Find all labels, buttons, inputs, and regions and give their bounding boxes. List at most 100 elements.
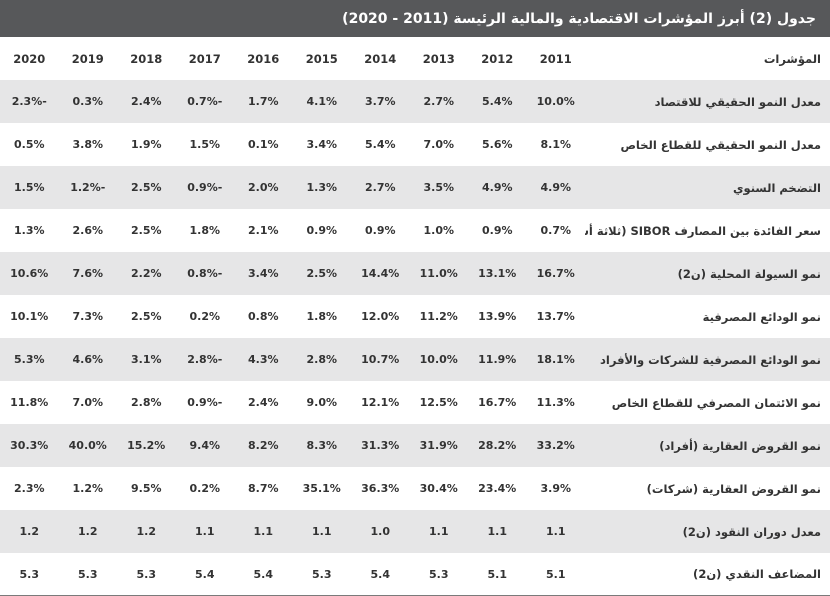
row-label: نمو الائتمان المصرفي للقطاع الخاص [611, 395, 821, 410]
value-cell: 10.0% [409, 338, 468, 381]
value-cell: 7.3% [72, 310, 103, 323]
header-year: 2012 [481, 51, 514, 66]
value-cell: 3.5% [409, 166, 468, 209]
value-cell: -0.9% [175, 166, 234, 209]
value-cell: 2.8% [292, 338, 351, 381]
value-cell: 1.1 [468, 510, 527, 553]
value-cell: 7.0% [423, 138, 454, 151]
value-cell: 28.2% [468, 424, 527, 467]
value-cell: 5.4% [364, 138, 396, 151]
value-cell: 2.0% [234, 166, 293, 209]
table-title-text: جدول (2) أبرز المؤشرات الاقتصادية والمال… [342, 10, 816, 27]
value-cell: 1.2 [0, 510, 59, 553]
value-cell: 15.2% [117, 424, 176, 467]
value-cell: 3.1% [117, 338, 176, 381]
value-cell: 5.3 [429, 567, 449, 581]
value-cell: 8.7% [247, 482, 279, 495]
value-cell: 0.5% [13, 138, 45, 151]
value-cell: 1.5% [0, 166, 59, 209]
value-cell: 30.3% [0, 424, 59, 467]
table-row: معدل النمو الحقيقي للاقتصاد 10.0% 5.4% 2.7%… [0, 80, 830, 123]
value-cell: 4.6% [58, 338, 117, 381]
value-cell: 4.1% [292, 80, 351, 123]
value-cell: 1.3% [292, 166, 351, 209]
value-cell: 0.9% [481, 224, 513, 237]
value-cell: 31.9% [409, 424, 468, 467]
value-cell: 5.4 [253, 567, 274, 581]
value-cell: 2.8% [130, 396, 162, 409]
row-label: التضخم السنوي [585, 166, 830, 209]
table-body: معدل النمو الحقيقي للاقتصاد 10.0% 5.4% 2.7%… [0, 80, 830, 595]
value-cell: 1.2% [72, 482, 103, 495]
value-cell: -2.3% [0, 80, 59, 123]
value-cell: 5.6% [481, 138, 513, 151]
value-cell: 0.1% [247, 138, 279, 151]
value-cell: 2.4% [247, 396, 279, 409]
value-cell: 1.8% [306, 310, 337, 323]
value-cell: 3.4% [234, 252, 293, 295]
value-cell: 2.5% [130, 224, 162, 237]
value-cell: 1.2 [58, 510, 117, 553]
header-year: 2018 [130, 51, 163, 66]
value-cell: 10.1% [10, 310, 49, 323]
value-cell: 1.5% [189, 138, 220, 151]
table-row: سعر الفائدة بين المصارف SIBOR (ثلاثة أشه… [0, 209, 830, 252]
header-year: 2020 [13, 51, 46, 66]
value-cell: 0.8% [247, 310, 279, 323]
value-cell: 36.3% [361, 482, 400, 495]
value-cell: 1.1 [526, 510, 585, 553]
value-cell: 1.9% [130, 138, 162, 151]
header-year: 2014 [364, 51, 397, 66]
value-cell: 23.4% [478, 482, 517, 495]
row-label: نمو الودائع المصرفية [702, 309, 821, 324]
value-cell: 31.3% [351, 424, 410, 467]
value-cell: 8.3% [292, 424, 351, 467]
value-cell: 7.0% [72, 396, 103, 409]
value-cell: 5.3 [136, 567, 157, 581]
value-cell: -1.2% [58, 166, 117, 209]
table-row: التضخم السنوي 4.9% 4.9% 3.5% 2.7% 1.3% 2.0% -0.… [0, 166, 830, 209]
table-title: جدول (2) أبرز المؤشرات الاقتصادية والمال… [0, 0, 830, 37]
row-label: معدل النمو الحقيقي للقطاع الخاص [620, 137, 821, 152]
table-row: المضاعف النقدي (ن2) 5.1 5.1 5.3 5.4 5.3 5.4 5.4… [0, 553, 830, 595]
row-label: نمو القروض العقارية (أفراد) [585, 424, 830, 467]
value-cell: 3.7% [351, 80, 410, 123]
value-cell: 10.6% [0, 252, 59, 295]
value-cell: 14.4% [351, 252, 410, 295]
value-cell: 5.3 [312, 567, 332, 581]
value-cell: 3.4% [306, 138, 337, 151]
value-cell: 1.0 [351, 510, 410, 553]
value-cell: 7.6% [58, 252, 117, 295]
value-cell: 2.4% [117, 80, 176, 123]
value-cell: -2.8% [175, 338, 234, 381]
indicators-table: المؤشرات 2011 2012 2013 2014 2015 2016 2… [0, 37, 830, 595]
value-cell: 16.7% [478, 396, 517, 409]
value-cell: 2.5% [130, 310, 162, 323]
value-cell: 11.9% [468, 338, 527, 381]
value-cell: 40.0% [58, 424, 117, 467]
value-cell: 12.1% [361, 396, 400, 409]
value-cell: 9.5% [130, 482, 162, 495]
header-indicators: المؤشرات [763, 51, 821, 66]
value-cell: 5.4 [370, 567, 391, 581]
value-cell: 13.9% [478, 310, 517, 323]
value-cell: 12.0% [361, 310, 400, 323]
header-year: 2017 [188, 51, 221, 66]
value-cell: 0.7% [540, 224, 571, 237]
row-label: سعر الفائدة بين المصارف SIBOR (ثلاثة أشه… [585, 223, 821, 238]
table-row: نمو القروض العقارية (شركات) 3.9% 23.4% 30.4… [0, 467, 830, 510]
table-row: معدل دوران النقود (ن2) 1.1 1.1 1.1 1.0 1.1 1.1… [0, 510, 830, 553]
value-cell: 16.7% [526, 252, 585, 295]
value-cell: 5.3 [78, 567, 98, 581]
value-cell: 11.0% [409, 252, 468, 295]
value-cell: 10.7% [351, 338, 410, 381]
row-label: نمو السيولة المحلية (ن2) [585, 252, 830, 295]
value-cell: 5.3 [19, 567, 40, 581]
value-cell: 5.3% [0, 338, 59, 381]
value-cell: -0.7% [175, 80, 234, 123]
value-cell: 9.0% [306, 396, 337, 409]
value-cell: 1.1 [234, 510, 293, 553]
value-cell: 12.5% [419, 396, 458, 409]
value-cell: 0.3% [58, 80, 117, 123]
